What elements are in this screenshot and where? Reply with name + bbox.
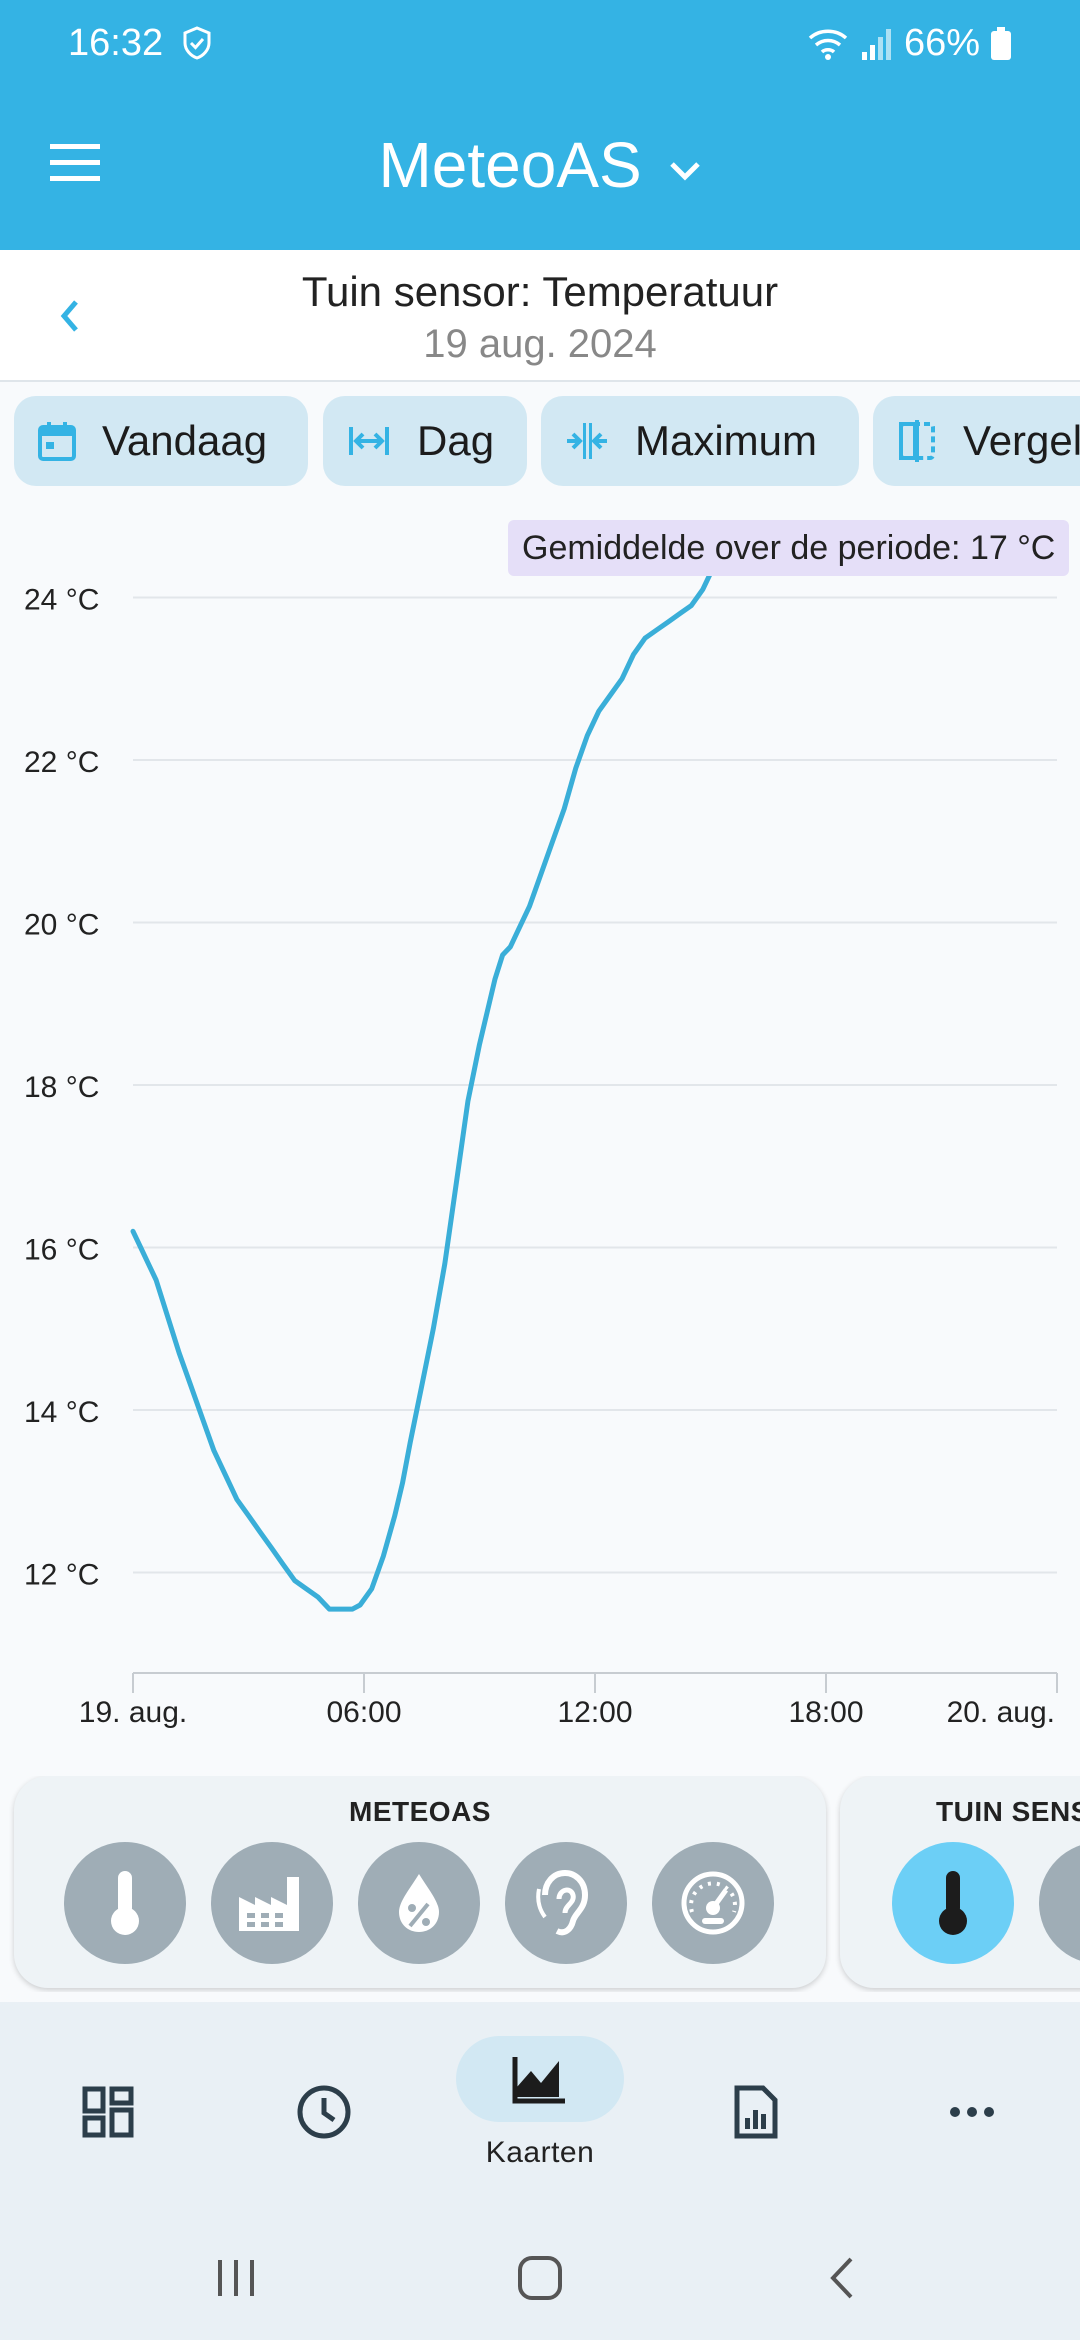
panel-title: METEOAS [349, 1796, 491, 1827]
bottom-navigation: Kaarten [0, 2002, 1080, 2340]
sensor-panels: METEOAS [0, 1776, 1080, 1992]
factory-icon [239, 1877, 299, 1931]
nav-more[interactable] [932, 2072, 1012, 2152]
humidity-icon [399, 1874, 439, 1932]
clock-icon [297, 2085, 351, 2139]
recents-icon [218, 2260, 254, 2296]
y-tick-label: 24 °C [24, 584, 99, 617]
hamburger-menu-icon[interactable] [50, 140, 106, 186]
chip-maximum[interactable]: Maximum [541, 396, 859, 486]
nav-reports[interactable] [716, 2072, 796, 2152]
chip-dag[interactable]: Dag [323, 396, 527, 486]
temperature-chart[interactable]: 12 °C 14 °C 16 °C 18 °C 20 °C 22 °C 24 °C 19. a… [0, 500, 1080, 1740]
average-tooltip: Gemiddelde over de periode: 17 °C [508, 520, 1070, 576]
factory-button[interactable] [211, 1842, 333, 1964]
chart-icon [512, 2057, 565, 2104]
gauge-button[interactable] [652, 1842, 774, 1964]
chevron-down-icon [669, 162, 700, 181]
report-icon [734, 2085, 778, 2139]
system-home-button[interactable] [490, 2238, 590, 2318]
sensor-button-partial[interactable] [1039, 1842, 1080, 1964]
thermometer-icon [939, 1871, 967, 1935]
x-tick-label: 20. aug. [947, 1696, 1055, 1729]
status-time: 16:32 [68, 22, 164, 64]
home-icon [518, 2256, 562, 2300]
thermometer-button-active[interactable] [892, 1842, 1014, 1964]
compare-icon [899, 420, 935, 462]
nav-kaarten-label[interactable]: Kaarten [485, 2136, 595, 2169]
system-recents-button[interactable] [186, 2238, 286, 2318]
y-tick-label: 14 °C [24, 1396, 99, 1429]
wifi-icon [808, 29, 848, 60]
app-title: MeteoAS [378, 129, 642, 201]
x-tick-label: 18:00 [788, 1696, 863, 1729]
collapse-horizontal-icon [567, 423, 607, 459]
chip-vandaag[interactable]: Vandaag [14, 396, 308, 486]
expand-horizontal-icon [349, 427, 389, 455]
sensor-title: Tuin sensor: Temperatuur [301, 268, 779, 315]
signal-icon [861, 28, 891, 60]
y-tick-label: 18 °C [24, 1071, 99, 1104]
back-icon [830, 2257, 853, 2299]
y-tick-label: 20 °C [24, 909, 99, 942]
chip-label: Vergel [963, 417, 1080, 464]
nav-history[interactable] [284, 2072, 364, 2152]
date-label: 19 aug. 2024 [423, 322, 657, 366]
dashboard-icon [82, 2086, 134, 2138]
chip-label: Vandaag [102, 417, 268, 464]
battery-icon [991, 26, 1011, 60]
filter-chips: Vandaag Dag Maximum Vergel [0, 396, 1080, 486]
system-back-button[interactable] [792, 2238, 892, 2318]
chip-label: Maximum [635, 417, 818, 464]
x-tick-label: 19. aug. [79, 1696, 187, 1729]
y-tick-label: 12 °C [24, 1559, 99, 1592]
ear-button[interactable] [505, 1842, 627, 1964]
app-title-dropdown[interactable]: MeteoAS [0, 128, 1080, 202]
y-tick-label: 22 °C [24, 746, 99, 779]
humidity-button[interactable] [358, 1842, 480, 1964]
chip-label: Dag [417, 417, 495, 464]
status-bar: 16:32 66% [0, 0, 1080, 90]
nav-kaarten[interactable] [456, 2036, 624, 2122]
panel-meteoas: METEOAS [14, 1776, 826, 1988]
sub-header: Tuin sensor: Temperatuur 19 aug. 2024 [0, 250, 1080, 382]
x-tick-label: 06:00 [326, 1696, 401, 1729]
chip-vergelijk[interactable]: Vergel [873, 396, 1080, 486]
nav-dashboard[interactable] [68, 2072, 148, 2152]
gauge-icon [681, 1871, 745, 1935]
top-bar: 16:32 66% [0, 0, 1080, 250]
y-tick-label: 16 °C [24, 1234, 99, 1267]
x-tick-label: 12:00 [557, 1696, 632, 1729]
temperature-series-line [130, 538, 771, 1612]
status-right: 66% [806, 22, 1012, 65]
shield-icon [183, 26, 211, 60]
more-icon [950, 2107, 994, 2117]
thermometer-icon [111, 1871, 139, 1935]
panel-title: TUIN SENS [936, 1796, 1080, 1827]
battery-percent: 66% [903, 22, 980, 64]
ear-icon [536, 1869, 589, 1936]
panel-tuin-sensor: TUIN SENS [840, 1776, 1080, 1988]
calendar-icon [38, 422, 76, 461]
thermometer-button[interactable] [64, 1842, 186, 1964]
back-chevron-icon[interactable] [52, 292, 88, 340]
